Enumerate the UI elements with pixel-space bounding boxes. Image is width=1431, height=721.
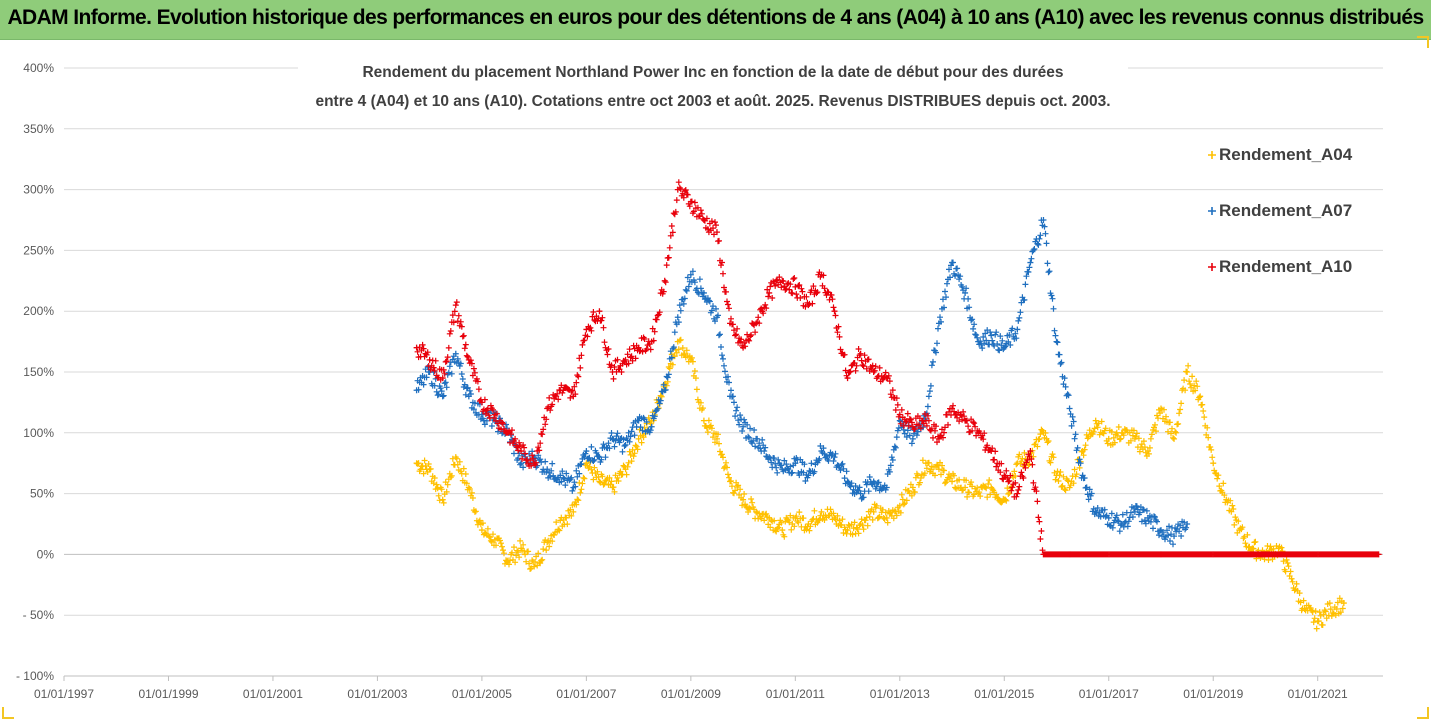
data-point-cloud [414,179,1381,558]
page-title: ADAM Informe. Evolution historique des p… [7,6,1424,29]
y-tick-label: 0% [37,547,55,561]
legend-label: Rendement_A07 [1219,201,1352,220]
x-tick-label: 01/01/2021 [1288,687,1348,701]
data-point [1014,326,1021,333]
data-point [1092,417,1099,424]
data-point [1197,393,1204,400]
header-bar: ADAM Informe. Evolution historique des p… [0,0,1431,40]
plot-area [413,179,1382,632]
legend-label: Rendement_A10 [1219,257,1352,276]
x-tick-label: 01/01/2007 [556,687,616,701]
frame-corner-br [1417,707,1429,719]
data-point [1131,508,1138,515]
data-point [1171,435,1178,442]
x-tick-label: 01/01/2019 [1183,687,1243,701]
x-tick-label: 01/01/2009 [661,687,721,701]
data-point [596,478,603,485]
data-point [1210,460,1217,467]
y-tick-label: - 50% [23,608,55,622]
data-point [792,283,799,290]
y-axis-ticks: 400% 350% 300% 250% 200% 150% 100% 50% 0% - 50% - … [16,61,54,683]
legend-marker [1208,207,1216,215]
chart-frame [0,40,1431,721]
data-point [570,508,577,515]
frame-corner-bl [2,707,14,719]
data-point [1027,259,1034,266]
data-point [531,563,538,570]
x-tick-label: 01/01/2011 [766,687,825,701]
legend-marker [1208,263,1216,271]
data-point [1171,533,1178,540]
data-point [687,271,694,278]
y-tick-label: 150% [23,365,54,379]
data-point [831,308,838,315]
x-axis-ticks: 01/01/1997 01/01/1999 01/01/2001 01/01/2003… [34,676,1348,701]
legend-label: Rendement_A04 [1219,145,1353,164]
data-point-cloud [414,217,1190,548]
x-tick-label: 01/01/2003 [347,687,407,701]
data-point [909,435,916,442]
data-point [1184,521,1191,527]
x-tick-label: 01/01/2017 [1079,687,1139,701]
y-tick-label: 250% [23,243,54,257]
chart: 400% 350% 300% 250% 200% 150% 100% 50% 0% - 50% - … [16,56,1383,701]
series-Rendement_A04 [413,336,1347,632]
chart-title: Rendement du placement Northland Power I… [298,56,1128,114]
data-point-cloud [414,336,1346,632]
series-Rendement_A10 [413,179,1382,558]
data-point [1053,338,1060,345]
x-tick-label: 01/01/1997 [34,687,94,701]
data-point [648,423,655,430]
data-point [439,496,446,503]
data-point [439,393,446,400]
y-tick-label: 50% [30,487,54,501]
y-tick-label: 350% [23,122,54,136]
chart-title-line-1: Rendement du placement Northland Power I… [362,64,1063,81]
y-tick-label: - 100% [16,669,54,683]
data-point [426,356,433,363]
data-point [635,435,642,442]
x-tick-label: 01/01/2015 [974,687,1034,701]
data-point [713,435,720,442]
data-point [740,423,747,430]
series-Rendement_A07 [413,217,1191,548]
chart-title-line-2: entre 4 (A04) et 10 ans (A10). Cotations… [315,93,1110,110]
data-point [596,308,603,315]
data-point [478,527,485,534]
data-point [1066,405,1073,412]
y-tick-label: 200% [23,304,54,318]
data-point [779,527,786,534]
y-tick-label: 300% [23,183,54,197]
data-point [988,332,995,339]
data-point [1327,606,1334,613]
data-point [674,314,681,321]
frame-corner-tr [1417,36,1429,48]
x-tick-label: 01/01/1999 [138,687,198,701]
data-point [818,508,825,515]
y-tick-label: 100% [23,426,54,440]
legend-marker [1208,151,1216,159]
data-point [949,478,956,485]
y-tick-label: 400% [23,61,54,75]
x-tick-label: 01/01/2005 [452,687,512,701]
data-point [622,441,629,448]
x-tick-label: 01/01/2013 [870,687,930,701]
data-point [661,277,668,284]
data-point [896,417,903,424]
data-point [1027,448,1034,455]
data-point [766,289,773,296]
legend: Rendement_A04 Rendement_A07 Rendement_A10 [1208,145,1353,276]
x-tick-label: 01/01/2001 [243,687,303,701]
data-point [452,302,459,309]
data-point [1014,490,1021,497]
data-point [909,484,916,491]
